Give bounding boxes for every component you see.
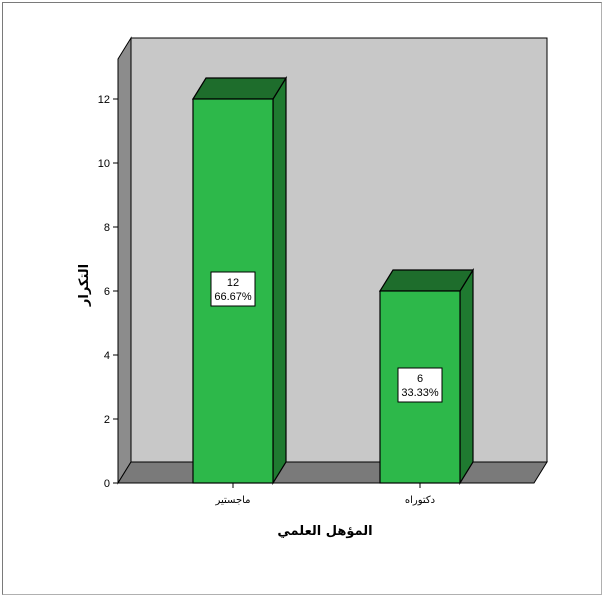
chart-walls: [117, 36, 548, 485]
bars: 12 66.67% 6 33.33%: [191, 75, 475, 486]
y-tick-label: 4: [104, 350, 110, 362]
y-tick-label: 12: [98, 94, 110, 106]
data-label: 12 66.67%: [210, 271, 256, 307]
data-label-count: 12: [227, 277, 239, 289]
y-tick-label: 2: [104, 414, 110, 426]
y-tick-label: 0: [104, 478, 110, 490]
x-axis: ماجستير دكتوراه: [214, 483, 435, 506]
data-label-percent: 33.33%: [401, 387, 439, 399]
x-axis-label: المؤهل العلمي: [277, 524, 372, 539]
bar-side: [272, 75, 287, 486]
y-tick-label: 10: [98, 158, 110, 170]
side-wall: [117, 36, 132, 485]
data-label-percent: 66.67%: [214, 291, 252, 303]
data-label-box: [397, 367, 443, 403]
x-category-label: دكتوراه: [405, 495, 435, 506]
x-category-label: ماجستير: [214, 495, 250, 506]
bar-side: [459, 267, 474, 486]
y-axis: 0 2 4 6 8 10 12: [98, 94, 118, 490]
bar-top: [378, 269, 475, 292]
floor: [117, 461, 548, 484]
bar: 12 66.67%: [191, 75, 288, 486]
y-tick-label: 6: [104, 286, 110, 298]
y-tick-label: 8: [104, 222, 110, 234]
data-label-box: [210, 271, 256, 307]
bar-top: [191, 77, 288, 100]
bar: 6 33.33%: [378, 267, 475, 486]
data-label: 6 33.33%: [397, 367, 443, 403]
y-axis-label: التكرار: [77, 264, 92, 307]
data-label-count: 6: [417, 373, 423, 385]
